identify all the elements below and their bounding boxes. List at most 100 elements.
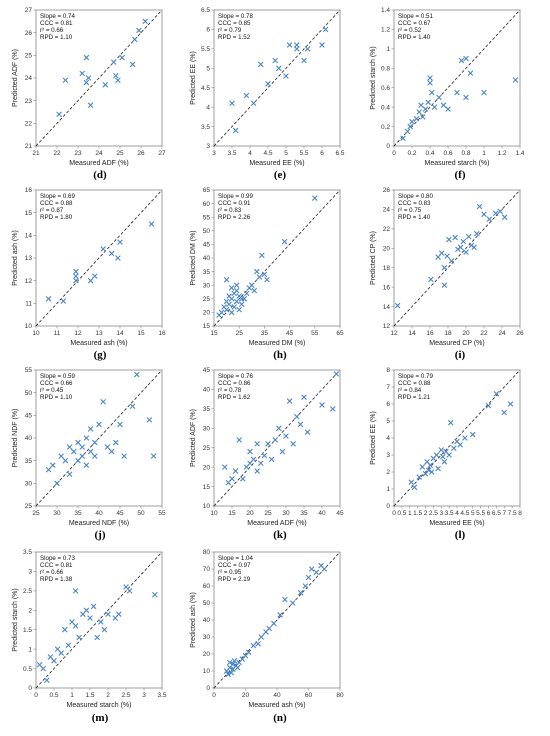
data-point [493, 391, 500, 397]
x-tick-label: 6.5 [335, 150, 344, 157]
data-point [225, 671, 231, 678]
data-point [250, 100, 257, 107]
y-tick-label: 5 [386, 418, 390, 425]
data-point [233, 282, 240, 288]
x-tick-label: 3 [142, 692, 146, 699]
data-point [146, 417, 153, 423]
data-point [454, 89, 460, 96]
x-axis-label: Measured starch (%) [67, 702, 132, 709]
y-tick-label: 8 [386, 367, 390, 374]
x-tick-label: 7.5 [508, 510, 517, 517]
x-tick-label: 1.5 [413, 510, 422, 517]
x-tick-label: 13 [95, 330, 103, 337]
stat-text: RPD = 1.80 [40, 214, 73, 221]
x-tick-label: 1 [70, 692, 74, 699]
data-point [75, 457, 81, 464]
stat-text: Slope = 0.80 [398, 193, 433, 200]
x-tick-label: 1 [482, 150, 486, 157]
x-tick-label: 27 [158, 150, 166, 157]
data-point [441, 459, 448, 465]
y-tick-label: 27 [25, 7, 33, 14]
data-point [108, 250, 115, 257]
data-point [240, 476, 246, 482]
data-point [446, 236, 452, 243]
data-point [66, 471, 73, 478]
stat-text: CCC = 0.85 [218, 20, 251, 27]
x-axis-label: Measured EE (%) [429, 520, 484, 527]
chart-panel-6: 25 30 35 40 45 50 55 25 30 35 40 45 50 55 Measured NDF… [12, 367, 166, 541]
data-point [305, 574, 312, 581]
data-point [441, 264, 448, 271]
data-point [408, 479, 415, 485]
data-point [222, 464, 228, 470]
stat-text: r² = 0.45 [40, 387, 64, 394]
identity-line [35, 189, 163, 327]
x-tick-label: 45 [116, 510, 124, 517]
data-point [54, 480, 60, 487]
y-tick-label: 15 [203, 484, 211, 491]
x-tick-label: 4.5 [263, 150, 272, 157]
x-tick-label: 0.5 [49, 692, 58, 699]
x-tick-label: 0 [392, 150, 396, 157]
data-point [228, 285, 235, 291]
data-point [435, 465, 441, 472]
data-point [297, 421, 304, 428]
data-point [259, 252, 265, 259]
x-tick-label: 15 [228, 510, 236, 517]
data-point [261, 271, 268, 278]
x-tick-label: 5 [471, 510, 475, 517]
data-point [321, 566, 328, 572]
data-point [447, 419, 454, 426]
data-point [72, 623, 79, 629]
y-axis-label: Predicted NDF (%) [12, 409, 19, 468]
y-tick-label: 0 [386, 503, 390, 510]
y-tick-label: 70 [203, 566, 211, 573]
data-point [467, 70, 474, 76]
data-point [250, 642, 257, 649]
y-tick-label: 0.2 [381, 124, 390, 131]
data-point [51, 658, 57, 664]
data-point [83, 54, 90, 61]
data-point [129, 61, 136, 68]
y-tick-label: 15 [203, 323, 211, 330]
data-point [104, 444, 111, 450]
x-tick-label: 55 [311, 330, 319, 337]
y-tick-label: 40 [203, 617, 211, 624]
stat-text: RPD = 1.21 [398, 394, 431, 401]
y-tick-label: 45 [203, 367, 211, 374]
chart-panel-8: 0 0.5 1 1.5 2 2.5 3 3.5 4 4.5 5 5.5 6 6.5 7 7.5 80123456… [370, 367, 522, 541]
data-point [312, 195, 318, 201]
data-point [322, 26, 329, 33]
data-point [294, 42, 300, 48]
x-tick-label: 45 [336, 510, 344, 517]
identity-line [393, 9, 521, 147]
data-point [265, 441, 271, 447]
y-tick-label: 6 [206, 27, 210, 34]
chart-panel-7: 10 15 20 25 30 35 40 45 10 15 20 25 30 35 40 45 Measured… [190, 367, 344, 541]
data-point [117, 239, 123, 245]
x-tick-label: 1.5 [85, 692, 94, 699]
y-tick-label: 14 [383, 304, 391, 311]
y-tick-label: 20 [203, 651, 211, 658]
y-tick-label: 5.5 [201, 46, 210, 53]
x-tick-label: 16 [426, 330, 434, 337]
panel-letter: (f) [455, 169, 466, 181]
x-axis-label: Measured EE (%) [249, 160, 304, 167]
x-tick-label: 0 [392, 510, 396, 517]
y-tick-label: 50 [203, 600, 211, 607]
data-point [50, 462, 56, 468]
data-point [272, 437, 278, 443]
x-tick-label: 11 [54, 330, 61, 337]
data-point [100, 398, 106, 405]
data-point [116, 611, 122, 617]
data-point [73, 277, 79, 284]
y-axis-label: Predicted starch (%) [12, 588, 19, 651]
data-point [438, 447, 445, 453]
data-point [90, 603, 97, 610]
identity-line [35, 9, 163, 147]
plot-frame [393, 9, 521, 147]
data-point [272, 57, 278, 64]
x-tick-label: 14 [408, 330, 416, 337]
x-axis-label: Measured ash (%) [70, 340, 127, 347]
data-point [400, 135, 406, 142]
